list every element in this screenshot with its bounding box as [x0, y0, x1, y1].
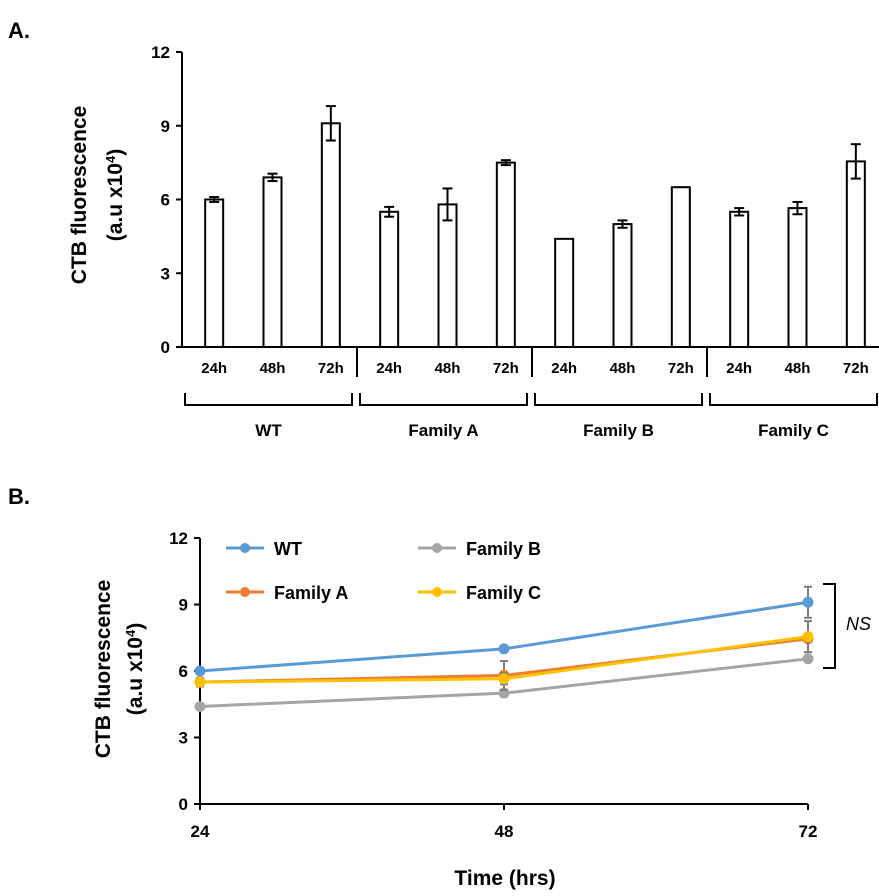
svg-text:CTB fluorescence: CTB fluorescence	[92, 580, 115, 759]
bar	[612, 223, 633, 348]
bar	[204, 198, 225, 348]
data-point	[802, 596, 814, 608]
bar-category-label: 24h	[551, 360, 577, 377]
bar	[320, 122, 341, 348]
line-chart-x-tick-label: 72	[799, 822, 818, 841]
bar-chart-y-axis-unit: (a.u x104)	[103, 149, 128, 241]
panel-a-label: A.	[8, 18, 30, 43]
legend-swatch-marker	[432, 543, 442, 553]
bar-chart-y-tick-label: 6	[161, 191, 170, 210]
line-chart-x-tick-label: 24	[191, 822, 210, 841]
ns-annotation: NS	[846, 614, 871, 634]
data-point	[194, 700, 206, 712]
data-point	[194, 665, 206, 677]
bar	[437, 203, 458, 348]
bar-chart: 0 3 6 9 12 24h 48h 72h WT 24h 48h 72h Family A 24h 48h…	[151, 43, 879, 440]
group-label: Family A	[408, 421, 478, 440]
bar-category-label: 48h	[610, 360, 636, 377]
group-bracket	[184, 393, 353, 406]
bar-category-label: 72h	[843, 360, 869, 377]
bar-chart-y-tick-label: 3	[161, 264, 170, 283]
line-chart-x-axis-label: Time (hrs)	[454, 867, 555, 890]
bar-category-label: 24h	[726, 360, 752, 377]
group-label: Family C	[758, 421, 829, 440]
bar-category-label: 24h	[201, 360, 227, 377]
bar	[262, 176, 283, 348]
legend-swatch-marker	[432, 587, 442, 597]
legend-swatch-marker	[240, 587, 250, 597]
bar	[729, 210, 750, 348]
bar-category-label: 48h	[785, 360, 811, 377]
bar-chart-y-tick-label: 9	[161, 117, 170, 136]
svg-text:CTB fluorescence: CTB fluorescence	[68, 106, 91, 285]
bar-chart-y-axis-label: CTB fluorescence	[68, 106, 91, 285]
bar	[670, 186, 691, 348]
svg-text:(a.u x104): (a.u x104)	[103, 149, 128, 241]
line-chart-y-tick-label: 3	[179, 729, 188, 748]
panel-b-label: B.	[8, 484, 30, 509]
bar	[495, 161, 516, 348]
legend-swatch-marker	[240, 543, 250, 553]
bar-category-label: 24h	[376, 360, 402, 377]
bar-chart-y-tick-label: 0	[161, 338, 170, 357]
bar	[787, 207, 808, 348]
data-point	[802, 631, 814, 643]
group-bracket	[359, 393, 528, 406]
data-point	[498, 673, 510, 685]
bar-category-label: 72h	[493, 360, 519, 377]
bar	[379, 210, 400, 348]
line-chart-y-axis-label: CTB fluorescence	[92, 580, 115, 759]
legend-label: WT	[274, 539, 302, 559]
bar	[554, 237, 575, 348]
line-chart-y-tick-label: 0	[179, 795, 188, 814]
data-point	[194, 676, 206, 688]
group-label: Family B	[583, 421, 654, 440]
line-chart-y-tick-label: 9	[179, 596, 188, 615]
group-bracket	[709, 393, 878, 406]
ns-bracket	[823, 583, 836, 669]
bar	[845, 160, 866, 348]
bar-category-label: 48h	[435, 360, 461, 377]
bar-category-label: 72h	[668, 360, 694, 377]
legend-label: Family A	[274, 583, 348, 603]
line-chart: 0 3 6 9 12 24 48 72 WT Family B Family A Family C NS	[169, 529, 871, 841]
svg-text:(a.u x104): (a.u x104)	[123, 623, 148, 715]
legend-label: Family B	[466, 539, 541, 559]
group-bracket	[534, 393, 703, 406]
data-point	[498, 643, 510, 655]
bar-category-label: 72h	[318, 360, 344, 377]
line-chart-y-tick-label: 6	[179, 662, 188, 681]
bar-category-label: 48h	[260, 360, 286, 377]
line-chart-y-tick-label: 12	[169, 529, 188, 548]
line-chart-x-tick-label: 48	[495, 822, 514, 841]
line-chart-y-axis-unit: (a.u x104)	[123, 623, 148, 715]
group-label: WT	[255, 421, 282, 440]
legend-label: Family C	[466, 583, 541, 603]
data-point	[802, 653, 814, 665]
bar-chart-y-tick-label: 12	[151, 43, 170, 62]
